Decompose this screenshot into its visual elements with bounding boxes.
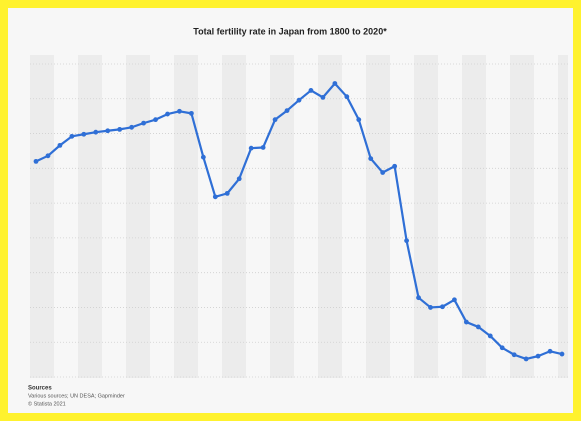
band	[558, 55, 568, 378]
point	[380, 170, 386, 175]
point	[344, 94, 350, 100]
point	[284, 108, 290, 114]
point	[296, 97, 302, 103]
band	[414, 55, 438, 378]
point	[463, 319, 469, 325]
band	[366, 55, 390, 378]
point	[499, 345, 505, 351]
point	[523, 356, 529, 362]
band	[30, 55, 54, 378]
point	[33, 158, 39, 164]
copyright: © Statista 2021	[28, 400, 66, 407]
band	[126, 55, 150, 378]
band	[270, 55, 294, 378]
point	[105, 128, 111, 134]
point	[236, 176, 242, 182]
point	[452, 297, 457, 303]
point	[45, 153, 51, 159]
point	[248, 145, 254, 151]
band	[318, 55, 342, 378]
point	[81, 131, 87, 137]
band	[78, 55, 102, 378]
point	[487, 333, 493, 339]
point	[189, 110, 194, 116]
point	[69, 133, 75, 139]
point	[332, 81, 338, 86]
point	[141, 120, 146, 126]
point	[404, 238, 409, 244]
point	[559, 351, 565, 357]
point	[224, 190, 230, 196]
point	[416, 295, 421, 301]
point	[320, 94, 326, 100]
chart-title: Total fertility rate in Japan from 1800 …	[193, 26, 387, 36]
point	[153, 117, 158, 123]
point	[177, 108, 182, 114]
band	[174, 55, 198, 378]
point	[260, 145, 266, 150]
point	[272, 117, 278, 123]
point	[511, 352, 517, 358]
point	[129, 124, 135, 130]
point	[535, 353, 541, 359]
point	[392, 163, 398, 169]
point	[440, 304, 445, 310]
point	[547, 348, 553, 354]
point	[200, 154, 206, 160]
point	[212, 194, 218, 200]
point	[117, 126, 123, 132]
source-heading: Sources	[28, 386, 52, 392]
band	[510, 55, 534, 378]
point	[165, 111, 170, 117]
source-text: Various sources; UN DESA; Gapminder	[28, 393, 125, 399]
point	[93, 129, 99, 135]
point	[57, 142, 63, 148]
point	[475, 324, 481, 330]
point	[428, 305, 433, 310]
point	[368, 156, 374, 161]
point	[308, 88, 314, 93]
band	[222, 55, 246, 378]
point	[356, 117, 362, 123]
